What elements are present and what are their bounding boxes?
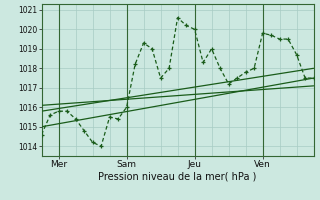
X-axis label: Pression niveau de la mer( hPa ): Pression niveau de la mer( hPa ) <box>99 172 257 182</box>
